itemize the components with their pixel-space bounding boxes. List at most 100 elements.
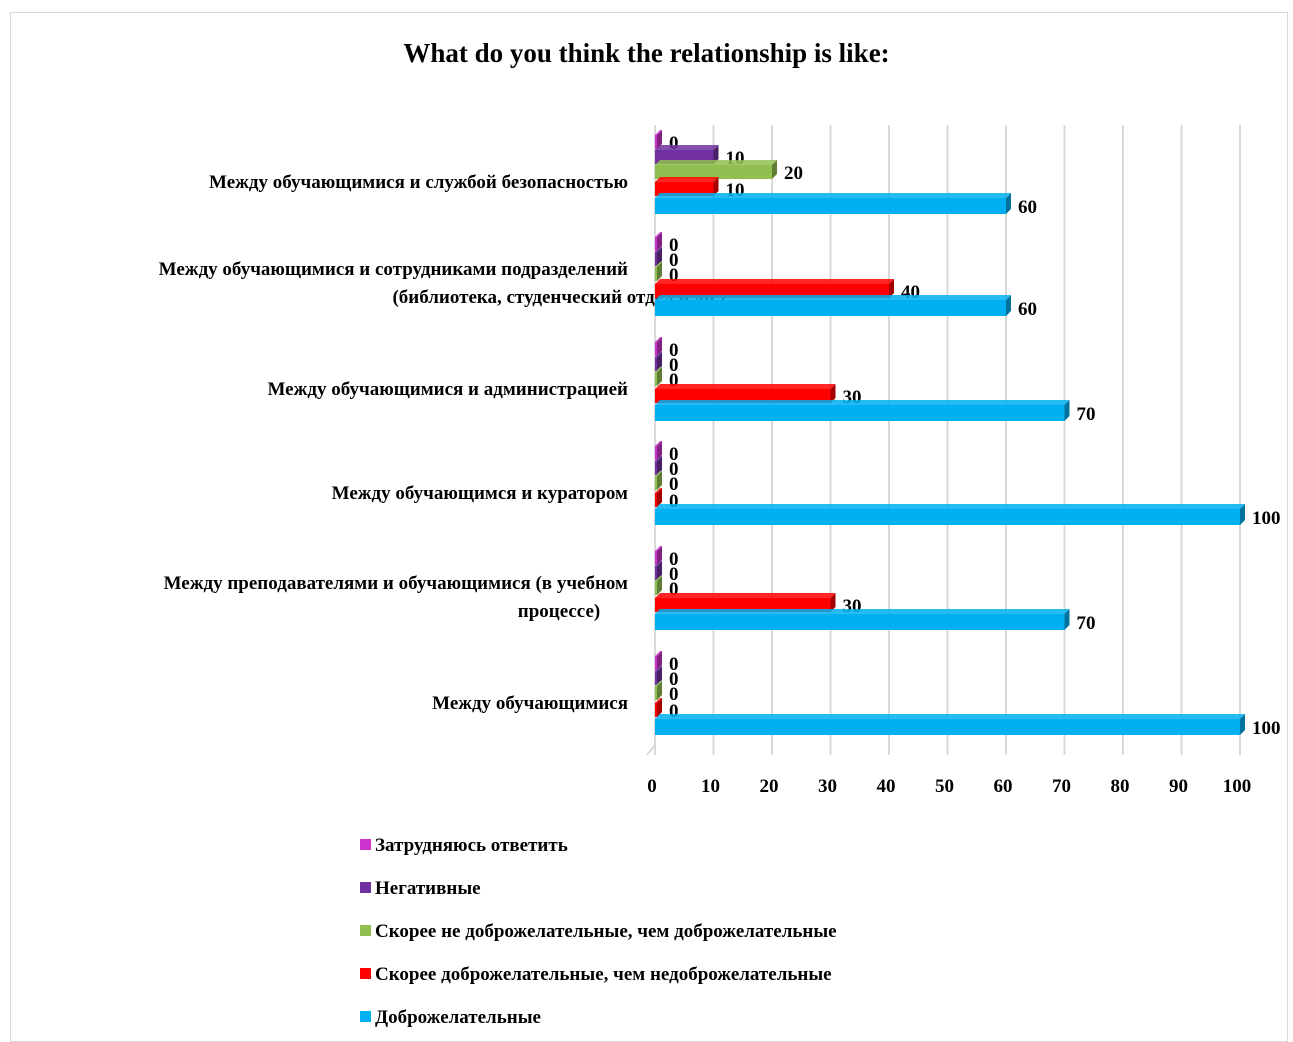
bar-top-4-1 [655, 561, 662, 566]
bar-side-1-4 [1006, 295, 1011, 316]
bar-2-0 [655, 342, 657, 356]
bar-4-4 [655, 614, 1065, 630]
value-label-0-0: 0 [669, 133, 679, 154]
value-label-2-4: 70 [1077, 404, 1096, 425]
bar-4-2 [655, 581, 657, 595]
bar-2-2 [655, 372, 657, 386]
bar-side-3-2 [657, 471, 662, 490]
bar-1-4 [655, 300, 1006, 316]
bar-side-1-1 [657, 247, 662, 266]
bar-side-1-3 [889, 279, 894, 298]
bar-side-5-3 [657, 698, 662, 717]
legend-swatch-4 [360, 1011, 371, 1022]
bar-side-2-0 [657, 337, 662, 356]
bar-side-4-2 [657, 576, 662, 595]
value-label-5-3: 0 [669, 701, 679, 722]
category-label-4-line-0: Между преподавателями и обучающимися (в … [164, 573, 628, 594]
value-label-1-4: 60 [1018, 299, 1037, 320]
bar-side-0-4 [1006, 193, 1011, 214]
x-tick-label-0: 0 [647, 776, 657, 797]
value-label-1-2: 0 [669, 265, 679, 286]
bar-side-2-4 [1064, 400, 1070, 421]
bar-top-0-0 [655, 130, 662, 135]
bar-top-4-2 [655, 576, 662, 581]
bar-side-0-3 [713, 177, 719, 196]
bar-0-0 [655, 135, 657, 149]
value-label-4-2: 0 [669, 579, 679, 600]
axis-floor [646, 744, 656, 756]
legend-swatch-1 [360, 882, 371, 893]
value-label-4-1: 0 [669, 564, 679, 585]
legend-label-0: Затрудняюсь ответить [375, 835, 568, 856]
value-label-3-4: 100 [1252, 508, 1281, 529]
bar-side-4-4 [1064, 609, 1070, 630]
bar-side-3-0 [657, 441, 662, 460]
value-label-3-0: 0 [669, 444, 679, 465]
bar-top-1-2 [655, 262, 662, 267]
bar-2-1 [655, 357, 657, 371]
bar-1-0 [655, 237, 657, 251]
bar-3-0 [655, 446, 657, 460]
bar-side-0-0 [657, 130, 662, 149]
x-tick-label-6: 60 [994, 776, 1013, 797]
value-label-5-1: 0 [669, 669, 679, 690]
bar-top-3-1 [655, 456, 662, 461]
bar-top-0-3 [655, 177, 719, 182]
bar-side-2-1 [657, 352, 662, 371]
chart-title: What do you think the relationship is li… [403, 38, 890, 68]
bar-side-4-3 [830, 593, 836, 612]
bar-top-5-4 [655, 714, 1245, 719]
value-label-2-0: 0 [669, 340, 679, 361]
x-tick-label-10: 100 [1223, 776, 1252, 797]
bar-4-3 [655, 598, 831, 612]
x-tick-label-1: 10 [701, 776, 720, 797]
value-label-5-0: 0 [669, 654, 679, 675]
x-tick-label-7: 70 [1052, 776, 1071, 797]
bar-top-3-4 [655, 504, 1245, 509]
bar-top-0-4 [655, 193, 1011, 198]
bar-top-4-3 [655, 593, 836, 598]
bar-top-1-4 [655, 295, 1011, 300]
bar-top-3-3 [655, 488, 662, 493]
bar-side-2-3 [830, 384, 836, 403]
bar-top-5-2 [655, 681, 662, 686]
bar-side-2-2 [657, 367, 662, 386]
bar-0-2 [655, 165, 772, 179]
value-label-4-0: 0 [669, 549, 679, 570]
bar-top-2-4 [655, 400, 1070, 405]
bar-side-5-1 [657, 666, 662, 685]
bar-4-0 [655, 551, 657, 565]
value-label-0-2: 20 [784, 163, 803, 184]
bar-4-1 [655, 566, 657, 580]
bar-3-4 [655, 509, 1240, 525]
value-label-4-4: 70 [1077, 613, 1096, 634]
bar-top-1-1 [655, 247, 662, 252]
x-tick-label-3: 30 [818, 776, 837, 797]
legend-swatch-3 [360, 968, 371, 979]
value-label-1-1: 0 [669, 250, 679, 271]
bar-5-3 [655, 703, 657, 717]
bar-side-5-4 [1240, 714, 1245, 735]
legend-label-2: Скорее не доброжелательные, чем доброжел… [375, 921, 837, 942]
value-label-3-3: 0 [669, 491, 679, 512]
category-label-3: Между обучающимся и куратором [332, 483, 628, 504]
legend-label-4: Доброжелательные [375, 1007, 541, 1028]
category-label-1-line-1: (библиотека, студенческий отдел и др.) [392, 287, 725, 308]
bar-side-3-3 [657, 488, 662, 507]
bar-1-3 [655, 284, 889, 298]
legend-label-3: Скорее доброжелательные, чем недоброжела… [375, 964, 832, 985]
value-label-2-1: 0 [669, 355, 679, 376]
legend-swatch-2 [360, 925, 371, 936]
bar-top-5-0 [655, 651, 662, 656]
bar-side-5-0 [657, 651, 662, 670]
bar-3-3 [655, 493, 657, 507]
bar-top-2-2 [655, 367, 662, 372]
category-label-1-line-0: Между обучающимися и сотрудниками подраз… [159, 259, 628, 280]
bar-top-2-1 [655, 352, 662, 357]
bar-0-4 [655, 198, 1006, 214]
bar-side-1-0 [657, 232, 662, 251]
bar-top-1-3 [655, 279, 894, 284]
category-label-4-line-1: процессе) [518, 601, 601, 622]
bar-top-4-4 [655, 609, 1070, 614]
value-label-1-0: 0 [669, 235, 679, 256]
